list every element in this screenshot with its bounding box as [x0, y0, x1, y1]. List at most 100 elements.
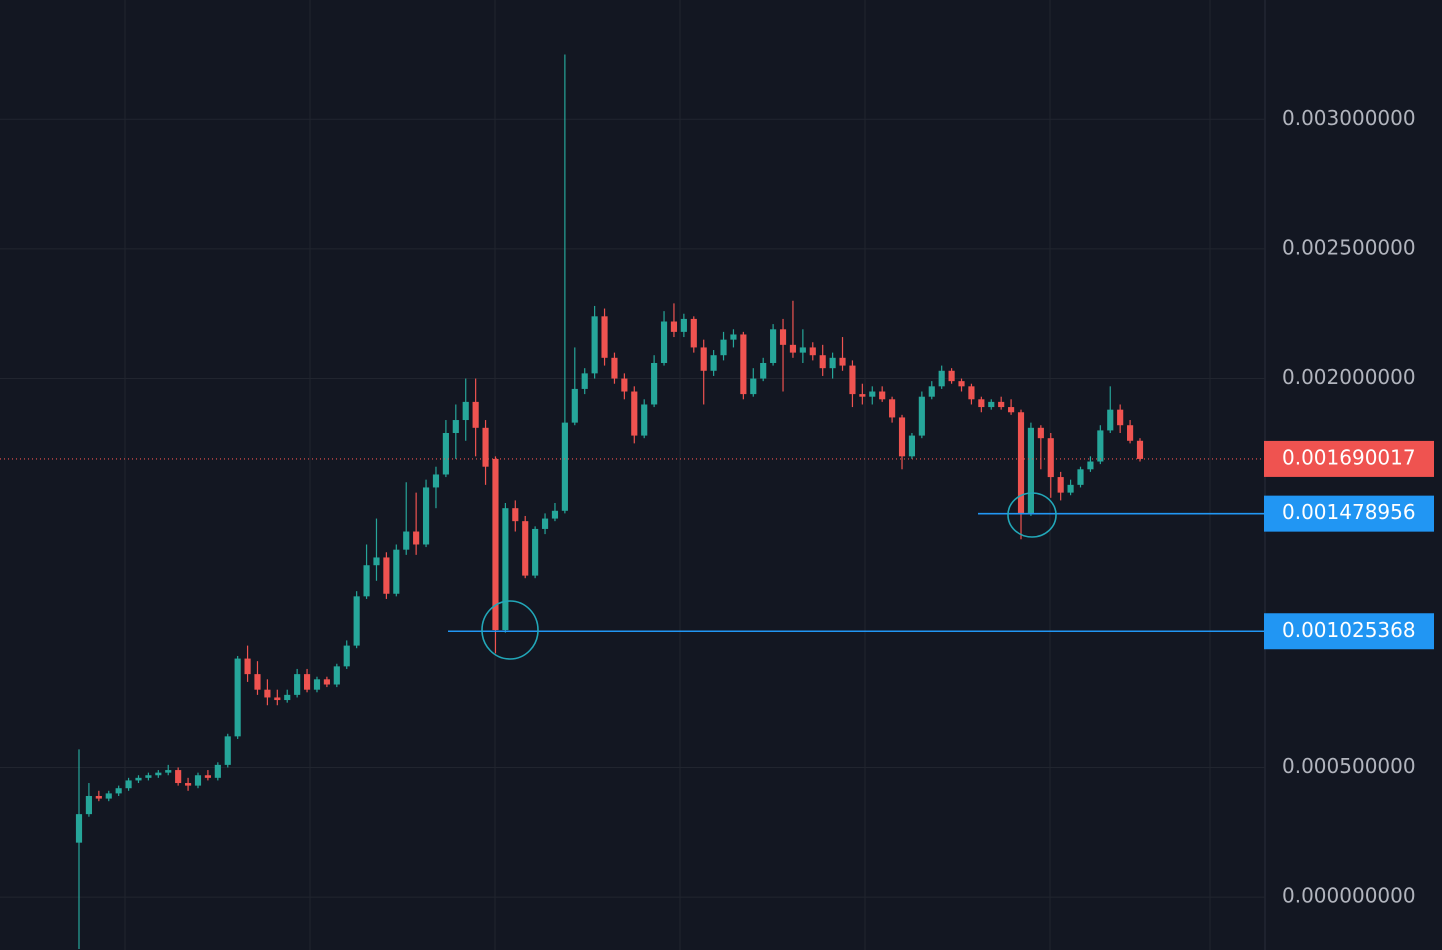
candle-body [889, 399, 896, 418]
candle-body [323, 679, 330, 685]
candle-body [383, 557, 390, 594]
last-price-label: 0.001690017 [1282, 445, 1416, 469]
candle-body [442, 432, 449, 475]
y-tick-label: 0.002500000 [1282, 235, 1416, 259]
candle-body [958, 381, 965, 387]
candle-body [789, 344, 797, 353]
candle-body [244, 658, 251, 675]
candle-body [373, 557, 380, 566]
annotations [481, 492, 1057, 660]
candle-body [502, 508, 509, 631]
candle-body [125, 780, 132, 789]
candle-body [730, 334, 737, 340]
y-tick-label: 0.000000000 [1282, 884, 1416, 908]
candle-body [1107, 409, 1114, 431]
candle-body [898, 417, 906, 457]
candle-body [512, 508, 519, 522]
candle-body [185, 783, 192, 786]
candle-body [660, 321, 668, 363]
candle-body [492, 458, 499, 631]
candle-body [988, 401, 995, 408]
horizontal-line-tag [1264, 495, 1434, 532]
candle-body [1077, 469, 1084, 485]
candle-body [918, 396, 925, 436]
candle-body [1017, 412, 1025, 514]
candle-body [303, 674, 311, 690]
candle-body [859, 394, 866, 397]
candle-body [601, 316, 608, 358]
candle-body [978, 399, 985, 408]
candle-body [591, 316, 598, 374]
candle-body [938, 370, 945, 387]
y-tick-label: 0.002000000 [1282, 365, 1416, 389]
candle-body [115, 788, 122, 794]
horizontal-line-label: 0.001025368 [1282, 618, 1416, 642]
candle-body [1117, 409, 1124, 426]
candle-body [1037, 427, 1044, 439]
candle-body [135, 777, 142, 781]
candle-body [105, 793, 112, 799]
circle-annotation [481, 600, 539, 660]
candle-body [145, 775, 152, 778]
candle-body [641, 404, 648, 436]
candle-body [204, 775, 211, 778]
candle-body [1087, 461, 1094, 470]
candle-body [522, 521, 529, 576]
candle-body [680, 318, 687, 332]
candle-body [1057, 477, 1064, 493]
y-tick-label: 0.003000000 [1282, 106, 1416, 130]
candle-body [829, 357, 836, 369]
candle-body [551, 510, 559, 519]
candle-body [472, 401, 479, 428]
candle-body [274, 697, 281, 701]
candle-body [879, 391, 886, 400]
candle-body [284, 694, 291, 701]
candle-body [541, 518, 549, 529]
candle-body [333, 666, 340, 685]
candle-body [809, 347, 816, 356]
candle-body [770, 329, 777, 363]
candle-body [264, 689, 271, 698]
candle-body [75, 814, 83, 843]
candle-body [839, 357, 846, 366]
candle-body [819, 355, 826, 369]
candle-body [432, 474, 440, 488]
candle-body [849, 365, 856, 395]
last-price-tag [1264, 440, 1434, 477]
candle-body [779, 329, 787, 345]
candle-body [194, 775, 202, 786]
candle-body [700, 347, 707, 371]
candle-body [1097, 430, 1104, 462]
candle-body [948, 370, 955, 382]
circle-annotation [1007, 492, 1057, 538]
candle-body [294, 674, 301, 695]
candle-body [1067, 484, 1074, 493]
horizontal-line-label: 0.001478956 [1282, 500, 1416, 524]
candle-body [234, 658, 241, 737]
candle-body [85, 795, 92, 815]
candle-body [214, 764, 221, 778]
candle-body [1047, 438, 1054, 478]
candle-body [452, 420, 459, 433]
candle-body [998, 401, 1005, 408]
candle-body [224, 736, 231, 765]
candle-body [690, 318, 697, 348]
candle-body [462, 401, 469, 421]
candle-body [165, 770, 172, 773]
candle-body [1127, 425, 1134, 441]
candle-body [651, 362, 658, 405]
candle-body [720, 339, 727, 356]
candle-body [631, 391, 638, 436]
candle-body [313, 679, 321, 690]
candle-body [403, 531, 410, 550]
candle-body [869, 391, 876, 397]
candle-body [561, 422, 568, 511]
candle-body [799, 347, 806, 353]
candle-body [968, 386, 975, 400]
y-tick-label: 0.000500000 [1282, 754, 1416, 778]
candle-body [750, 378, 757, 395]
candle-body [155, 772, 162, 776]
candle-body [363, 565, 370, 597]
candle-body [482, 427, 489, 467]
